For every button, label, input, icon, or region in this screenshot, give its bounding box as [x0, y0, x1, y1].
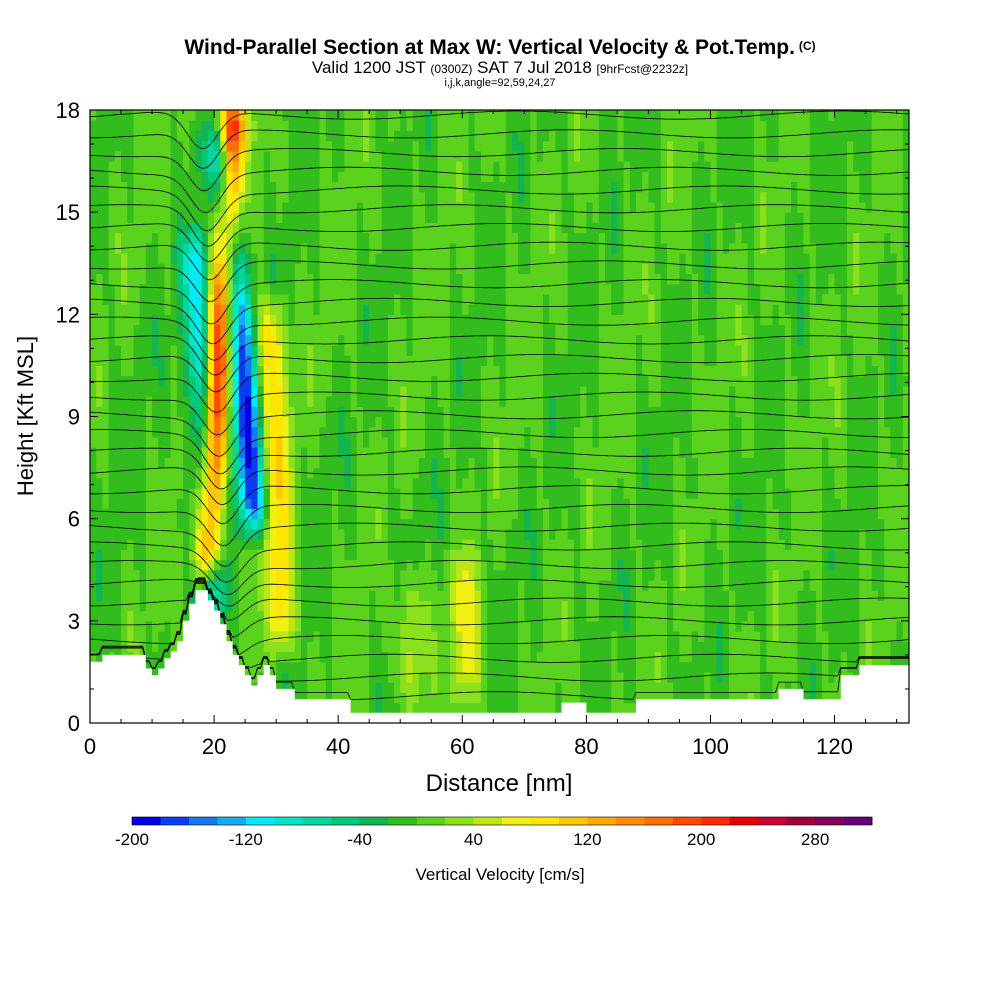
colorbar-swatch — [530, 817, 560, 825]
chart-subtitle: Valid 1200 JST (0300Z) SAT 7 Jul 2018 [9… — [0, 58, 1000, 77]
colorbar-swatch — [302, 817, 332, 825]
x-axis-label: Distance [nm] — [426, 770, 573, 797]
colorbar-swatch — [245, 817, 275, 825]
colorbar-swatch — [160, 817, 190, 825]
isentrope-line — [90, 110, 909, 149]
colorbar-swatch — [786, 817, 816, 825]
section-params: i,j,k,angle=92,59,24,27 — [444, 77, 556, 89]
colorbar-swatch — [274, 817, 304, 825]
colorbar: -200 -120 -40 40 120 200 280 — [115, 816, 873, 849]
y-tick-label: 18 — [56, 98, 80, 123]
isentrope-line — [90, 316, 909, 361]
isentrope-line — [90, 185, 909, 232]
isentrope-line — [90, 223, 909, 262]
isentrope-line — [90, 391, 909, 436]
isentrope-line — [90, 279, 909, 325]
y-tick-label: 0 — [68, 711, 80, 736]
valid-date: SAT 7 Jul 2018 — [477, 58, 592, 77]
y-tick-label: 3 — [68, 609, 80, 634]
terrain-profile — [90, 590, 909, 724]
colorbar-swatch — [758, 817, 788, 825]
isentrope-line — [90, 429, 909, 475]
isentrope-line — [90, 541, 909, 583]
isentrope-line — [90, 297, 909, 345]
colorbar-swatch — [644, 817, 674, 825]
isentrope-line — [90, 166, 909, 213]
chart-title: Wind-Parallel Section at Max W: Vertical… — [0, 36, 1000, 60]
colorbar-swatch — [558, 817, 588, 825]
isentrope-line — [90, 335, 909, 376]
colorbar-tick-label: 280 — [801, 830, 829, 849]
colorbar-swatch — [473, 817, 503, 825]
isentrope-line — [90, 148, 909, 192]
isentrope-line — [90, 485, 909, 525]
isentrope-line — [90, 447, 909, 490]
title-block: Wind-Parallel Section at Max W: Vertical… — [0, 36, 1000, 89]
colorbar-tick-label: -40 — [347, 830, 372, 849]
isentrope-line — [90, 522, 909, 567]
isentrope-line — [90, 578, 909, 621]
colorbar-swatch — [132, 817, 161, 825]
colorbar-tick-label: -200 — [115, 830, 149, 849]
colorbar-swatch — [615, 817, 645, 825]
colorbar-swatch — [502, 817, 531, 825]
valid-time: Valid 1200 JST — [311, 58, 426, 77]
colorbar-label: Vertical Velocity [cm/s] — [415, 865, 584, 884]
colorbar-tick-label: 200 — [687, 830, 715, 849]
y-tick-label: 6 — [68, 507, 80, 532]
colorbar-frame — [131, 816, 873, 826]
colorbar-swatch — [729, 817, 759, 825]
x-tick-label: 60 — [450, 734, 474, 759]
isentrope-line — [90, 410, 909, 457]
colorbar-swatch — [359, 817, 389, 825]
x-tick-label: 80 — [574, 734, 598, 759]
isentrope-line — [90, 260, 909, 303]
chart-title-text: Wind-Parallel Section at Max W: Vertical… — [184, 36, 795, 59]
colorbar-tick-label: -120 — [229, 830, 263, 849]
y-tick-label: 9 — [68, 405, 80, 430]
x-tick-label: 20 — [202, 734, 226, 759]
isentrope-line — [90, 577, 909, 607]
colorbar-swatch — [217, 817, 247, 825]
colorbar-swatch — [672, 817, 702, 825]
forecast-info: [9hrFcst@2232z] — [596, 62, 689, 76]
isentrope-line — [90, 560, 909, 595]
y-tick-label: 12 — [56, 302, 80, 327]
colorbar-swatch — [843, 817, 873, 825]
y-tick-label: 15 — [56, 200, 80, 225]
isentrope-line — [90, 372, 909, 413]
copyright-mark: (C) — [798, 39, 816, 53]
colorbar-swatch — [331, 817, 361, 825]
isentrope-line — [90, 466, 909, 506]
isentrope-line — [90, 129, 909, 169]
isentrope-line — [90, 504, 909, 547]
x-tick-label: 100 — [692, 734, 729, 759]
isentrope-line — [90, 241, 909, 281]
colorbar-swatch — [416, 817, 446, 825]
colorbar-swatch — [701, 817, 731, 825]
x-tick-label: 120 — [816, 734, 853, 759]
x-tick-label: 0 — [84, 734, 96, 759]
colorbar-tick-label: 40 — [464, 830, 483, 849]
valid-utc: (0300Z) — [430, 62, 473, 76]
colorbar-tick-label: 120 — [573, 830, 601, 849]
colorbar-swatch — [815, 817, 844, 825]
colorbar-swatch — [445, 817, 474, 825]
plot-axes: 0 20 40 60 80 100 120 0 3 6 9 12 15 18 — [56, 98, 910, 759]
isentrope-line — [90, 204, 909, 247]
y-axis-label: Height [Kft MSL] — [13, 336, 38, 496]
colorbar-swatch — [388, 817, 418, 825]
isentrope-line — [90, 354, 909, 393]
colorbar-swatch — [587, 817, 617, 825]
x-tick-label: 40 — [326, 734, 350, 759]
colorbar-swatch — [188, 817, 218, 825]
